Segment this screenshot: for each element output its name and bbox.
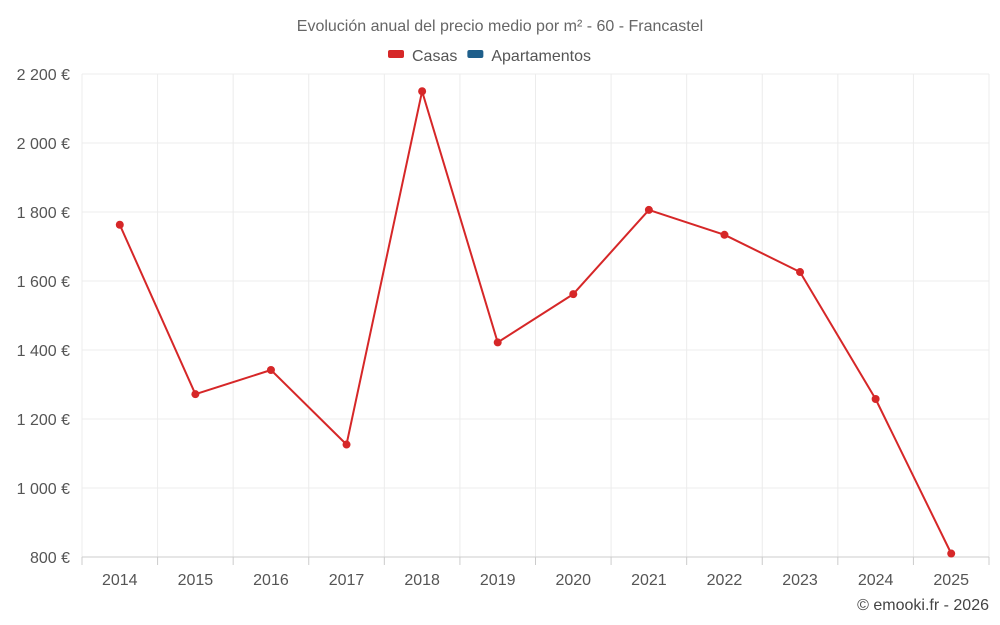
series-line-casas[interactable]: [118, 90, 953, 554]
y-tick-label: 2 000 €: [17, 136, 70, 153]
x-tick-label: 2020: [555, 572, 591, 589]
x-tick-label: 2021: [631, 572, 667, 589]
data-point[interactable]: [266, 366, 275, 375]
x-tick-label: 2023: [782, 572, 818, 589]
x-tick-label: 2024: [858, 572, 894, 589]
x-tick-label: 2025: [933, 572, 969, 589]
chart-title: Evolución anual del precio medio por m² …: [297, 18, 703, 35]
data-point[interactable]: [720, 230, 729, 239]
x-tick-label: 2022: [707, 572, 743, 589]
x-tick-label: 2014: [102, 572, 138, 589]
y-tick-label: 1 400 €: [17, 343, 70, 360]
x-tick-label: 2015: [178, 572, 214, 589]
data-point[interactable]: [191, 390, 200, 399]
y-tick-label: 1 800 €: [17, 205, 70, 222]
legend-item-casas[interactable]: Casas: [388, 48, 457, 65]
data-point[interactable]: [493, 338, 502, 347]
series-layer: [115, 87, 956, 558]
legend-label: Casas: [412, 48, 457, 65]
x-tick-label: 2017: [329, 572, 365, 589]
data-point[interactable]: [115, 220, 124, 229]
y-tick-label: 2 200 €: [17, 67, 70, 84]
x-tick-label: 2016: [253, 572, 289, 589]
x-tick-label: 2018: [404, 572, 440, 589]
data-point[interactable]: [569, 290, 578, 299]
grid: [81, 73, 990, 557]
y-tick-label: 1 000 €: [17, 481, 70, 498]
x-tick-label: 2019: [480, 572, 516, 589]
data-point[interactable]: [342, 440, 351, 449]
y-tick-label: 1 200 €: [17, 412, 70, 429]
data-point[interactable]: [418, 87, 427, 96]
data-point[interactable]: [947, 549, 956, 558]
data-point[interactable]: [871, 394, 880, 403]
legend-item-apartamentos[interactable]: Apartamentos: [467, 48, 591, 65]
credit-text: © emooki.fr - 2026: [857, 597, 989, 614]
x-axis: 2014 2015 2016 2017 2018 2019 2020 2021 2022 2023…: [81, 556, 990, 589]
y-tick-label: 1 600 €: [17, 274, 70, 291]
data-point[interactable]: [796, 268, 805, 277]
legend[interactable]: Casas Apartamentos: [388, 48, 591, 65]
y-tick-label: 800 €: [30, 550, 70, 567]
legend-swatch: [467, 50, 484, 58]
legend-label: Apartamentos: [491, 48, 591, 65]
legend-swatch: [388, 50, 404, 58]
y-axis: 800 € 1 000 € 1 200 € 1 400 € 1 600 € 1 800 €…: [17, 67, 70, 567]
data-point[interactable]: [644, 205, 653, 214]
